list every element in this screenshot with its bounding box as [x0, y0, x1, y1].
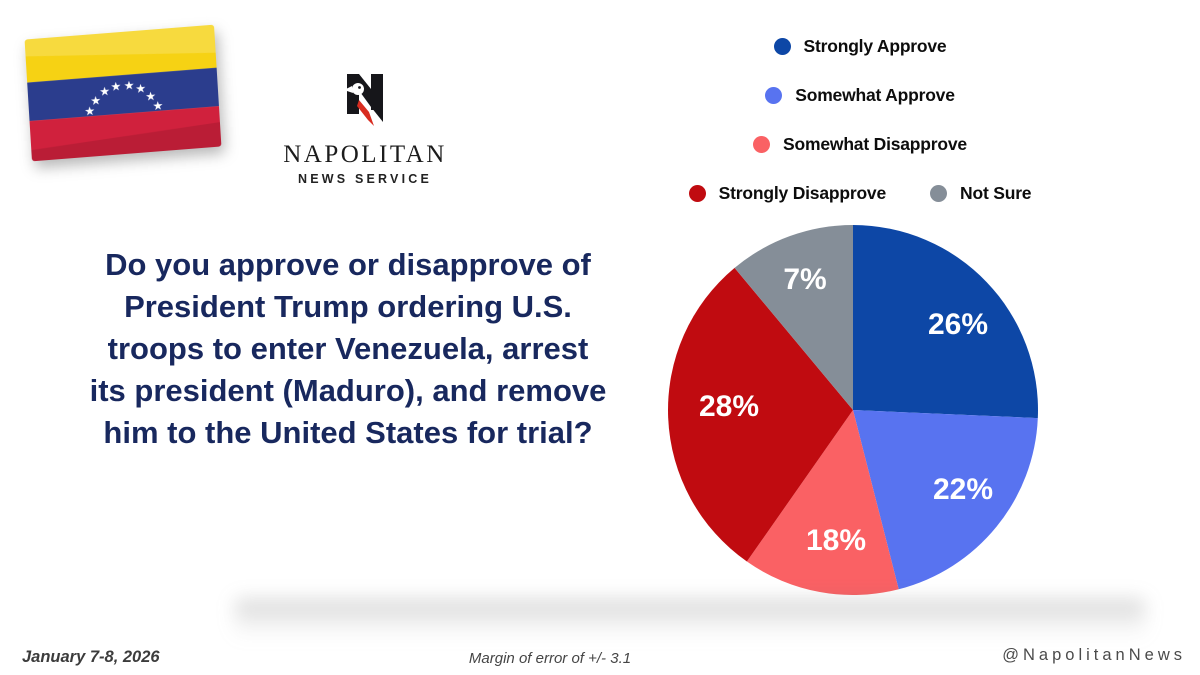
legend-item-somewhat-approve: Somewhat Approve	[765, 85, 955, 106]
legend-item-somewhat-disapprove: Somewhat Disapprove	[753, 134, 967, 155]
pie-slice-label-somewhat-approve: 22%	[932, 473, 994, 506]
content-shadow	[235, 599, 1145, 639]
venezuela-flag-image: ★ ★ ★ ★ ★ ★ ★ ★	[24, 24, 222, 162]
venezuela-flag: ★ ★ ★ ★ ★ ★ ★ ★	[24, 24, 222, 162]
chart-legend: Strongly Approve Somewhat Approve Somewh…	[610, 35, 1110, 233]
legend-dot-not-sure-icon	[930, 184, 948, 202]
svg-text:★: ★	[123, 78, 135, 93]
pie-slice-somewhat-approve	[853, 410, 1038, 590]
svg-text:★: ★	[152, 99, 164, 114]
margin-of-error: Margin of error of +/- 3.1	[468, 650, 632, 667]
pie-slice-label-strongly-disapprove: 28%	[698, 390, 760, 423]
logo-tagline: NEWS SERVICE	[297, 172, 433, 186]
poll-question: Do you approve or disapprove of Presiden…	[89, 247, 607, 450]
svg-text:★: ★	[84, 104, 96, 119]
legend-label: Somewhat Disapprove	[783, 133, 967, 154]
legend-label: Not Sure	[960, 182, 1032, 203]
pie-slice-label-somewhat-disapprove: 18%	[805, 524, 867, 557]
napolitan-logo: NAPOLITAN NEWS SERVICE	[275, 74, 455, 186]
logo-name: NAPOLITAN	[283, 141, 447, 168]
pie-slice-strongly-disapprove	[668, 267, 853, 562]
pie-slice-not-sure	[734, 225, 853, 410]
legend-item-strongly-disapprove: Strongly Disapprove	[688, 182, 887, 204]
legend-dot-strongly-disapprove-icon	[688, 184, 706, 202]
poll-date: January 7-8, 2026	[22, 648, 160, 666]
svg-text:★: ★	[145, 89, 157, 104]
legend-row: Strongly Disapprove Not Sure	[610, 182, 1110, 204]
pie-slice-label-strongly-approve: 26%	[927, 308, 989, 341]
legend-row: Somewhat Approve	[610, 85, 1110, 106]
legend-dot-somewhat-disapprove-icon	[753, 135, 771, 153]
svg-text:★: ★	[99, 84, 111, 99]
legend-row: Somewhat Disapprove	[610, 134, 1110, 155]
legend-label: Strongly Approve	[803, 35, 947, 56]
legend-row: Strongly Approve	[610, 35, 1110, 57]
legend-dot-somewhat-approve-icon	[765, 86, 783, 104]
svg-text:★: ★	[110, 79, 122, 94]
flag-stars: ★ ★ ★ ★ ★ ★ ★ ★	[84, 78, 164, 119]
pie-slice-somewhat-disapprove	[746, 410, 899, 595]
pie-slice-label-not-sure: 7%	[783, 263, 827, 296]
legend-label: Somewhat Approve	[795, 84, 955, 105]
legend-label: Strongly Disapprove	[718, 182, 887, 203]
social-handle: @NapolitanNews	[1002, 646, 1186, 664]
napolitan-eagle-n-icon	[344, 74, 383, 126]
legend-item-not-sure: Not Sure	[930, 182, 1032, 204]
legend-dot-strongly-approve-icon	[773, 37, 791, 55]
svg-text:★: ★	[135, 81, 147, 96]
pie-chart	[668, 225, 1038, 595]
pie-slice-strongly-approve	[853, 225, 1038, 419]
legend-item-strongly-approve: Strongly Approve	[773, 35, 947, 57]
svg-text:★: ★	[90, 93, 102, 108]
